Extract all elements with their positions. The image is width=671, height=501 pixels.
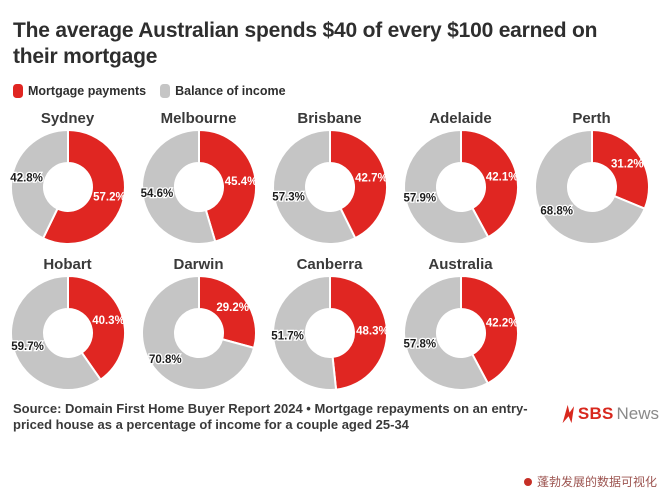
slice-mortgage-value-label: 29.2%	[216, 302, 249, 314]
legend: Mortgage payments Balance of income	[13, 83, 671, 98]
brand-name-news: News	[616, 403, 659, 423]
slice-balance-value-label: 70.8%	[148, 353, 181, 365]
slice-mortgage	[328, 128, 388, 239]
slice-mortgage	[41, 128, 126, 245]
slice-balance	[271, 128, 357, 245]
slice-balance-value-label: 57.3%	[272, 191, 305, 203]
donut-city-label: Perth	[572, 109, 611, 127]
slice-mortgage-value-label: 48.3%	[356, 325, 389, 337]
credit-text: 蓬勃发展的数据可视化	[536, 475, 657, 489]
footer: Source: Domain First Home Buyer Report 2…	[13, 401, 659, 434]
slice-mortgage-value-label: 31.2%	[610, 158, 643, 170]
donut-city-label: Canberra	[296, 255, 363, 273]
donut-svg: 48.3% 51.7%	[270, 274, 389, 391]
donut-city-label: Melbourne	[160, 109, 237, 127]
donut-svg: 40.3% 59.7%	[9, 274, 126, 391]
donut-chart-adelaide: Adelaide 42.1% 57.9%	[395, 109, 526, 247]
page-title: The average Australian spends $40 of eve…	[13, 19, 598, 69]
slice-balance	[533, 128, 646, 245]
donut-svg: 31.2% 68.8%	[533, 128, 650, 245]
slice-balance-value-label: 51.7%	[271, 330, 304, 342]
donut-grid: Sydney 57.2% 42.8% Melbourne 45.4% 54.6% Brisb…	[2, 109, 671, 393]
slice-mortgage-value-label: 45.4%	[224, 175, 257, 187]
sbs-news-logo: SBS News	[561, 404, 659, 424]
legend-item-mortgage: Mortgage payments	[13, 83, 147, 98]
donut-chart-brisbane: Brisbane 42.7% 57.3%	[264, 109, 395, 247]
donut-city-label: Adelaide	[429, 109, 492, 127]
credit-dot-icon	[523, 477, 532, 486]
legend-swatch-balance	[160, 83, 171, 98]
brand-name-sbs: SBS	[577, 403, 614, 423]
legend-swatch-mortgage	[13, 83, 23, 98]
donut-city-label: Darwin	[173, 255, 224, 273]
slice-balance	[140, 128, 216, 245]
donut-chart-darwin: Darwin 29.2% 70.8%	[133, 255, 264, 393]
donut-svg: 42.7% 57.3%	[271, 128, 388, 245]
slice-balance	[402, 274, 489, 391]
slice-mortgage	[590, 128, 650, 210]
legend-item-balance: Balance of income	[160, 83, 286, 98]
slice-balance	[271, 274, 337, 391]
slice-mortgage-value-label: 40.3%	[92, 315, 125, 327]
slice-balance-value-label: 59.7%	[11, 340, 44, 352]
slice-balance-value-label: 57.9%	[403, 192, 436, 204]
donut-city-label: Australia	[428, 255, 493, 273]
source-note: Source: Domain First Home Buyer Report 2…	[13, 400, 528, 433]
slice-balance-value-label: 54.6%	[140, 188, 173, 200]
legend-label-balance: Balance of income	[175, 83, 286, 98]
donut-svg: 42.1% 57.9%	[402, 128, 519, 245]
slice-mortgage-value-label: 42.7%	[355, 172, 388, 184]
slice-balance	[402, 128, 490, 245]
donut-svg: 29.2% 70.8%	[140, 274, 257, 391]
slice-balance	[9, 274, 102, 391]
donut-svg: 45.4% 54.6%	[139, 128, 257, 245]
flourish-credit-link[interactable]: 蓬勃发展的数据可视化	[523, 473, 657, 490]
slice-mortgage	[197, 128, 257, 243]
slice-mortgage	[459, 128, 519, 238]
donut-svg: 42.2% 57.8%	[402, 274, 519, 391]
sbs-mercury-icon	[562, 404, 574, 423]
donut-chart-perth: Perth 31.2% 68.8%	[526, 109, 657, 247]
slice-balance	[140, 274, 255, 391]
slice-mortgage	[197, 274, 257, 349]
donut-chart-australia: Australia 42.2% 57.8%	[395, 255, 526, 393]
donut-chart-sydney: Sydney 57.2% 42.8%	[2, 109, 133, 247]
donut-chart-melbourne: Melbourne 45.4% 54.6%	[133, 109, 264, 247]
donut-svg: 57.2% 42.8%	[9, 128, 126, 245]
slice-mortgage	[328, 274, 388, 391]
donut-chart-canberra: Canberra 48.3% 51.7%	[264, 255, 395, 393]
slice-mortgage-value-label: 42.2%	[485, 317, 518, 329]
slice-balance-value-label: 68.8%	[540, 205, 573, 217]
slice-mortgage-value-label: 57.2%	[93, 191, 126, 203]
donut-city-label: Hobart	[43, 255, 92, 273]
donut-city-label: Brisbane	[297, 109, 362, 127]
donut-chart-hobart: Hobart 40.3% 59.7%	[2, 255, 133, 393]
slice-balance	[9, 128, 69, 240]
legend-label-mortgage: Mortgage payments	[28, 83, 147, 98]
donut-city-label: Sydney	[40, 109, 95, 127]
slice-mortgage	[459, 274, 519, 385]
slice-balance-value-label: 42.8%	[10, 172, 43, 184]
slice-mortgage	[66, 274, 126, 381]
slice-balance-value-label: 57.8%	[403, 338, 436, 350]
slice-mortgage-value-label: 42.1%	[485, 171, 518, 183]
